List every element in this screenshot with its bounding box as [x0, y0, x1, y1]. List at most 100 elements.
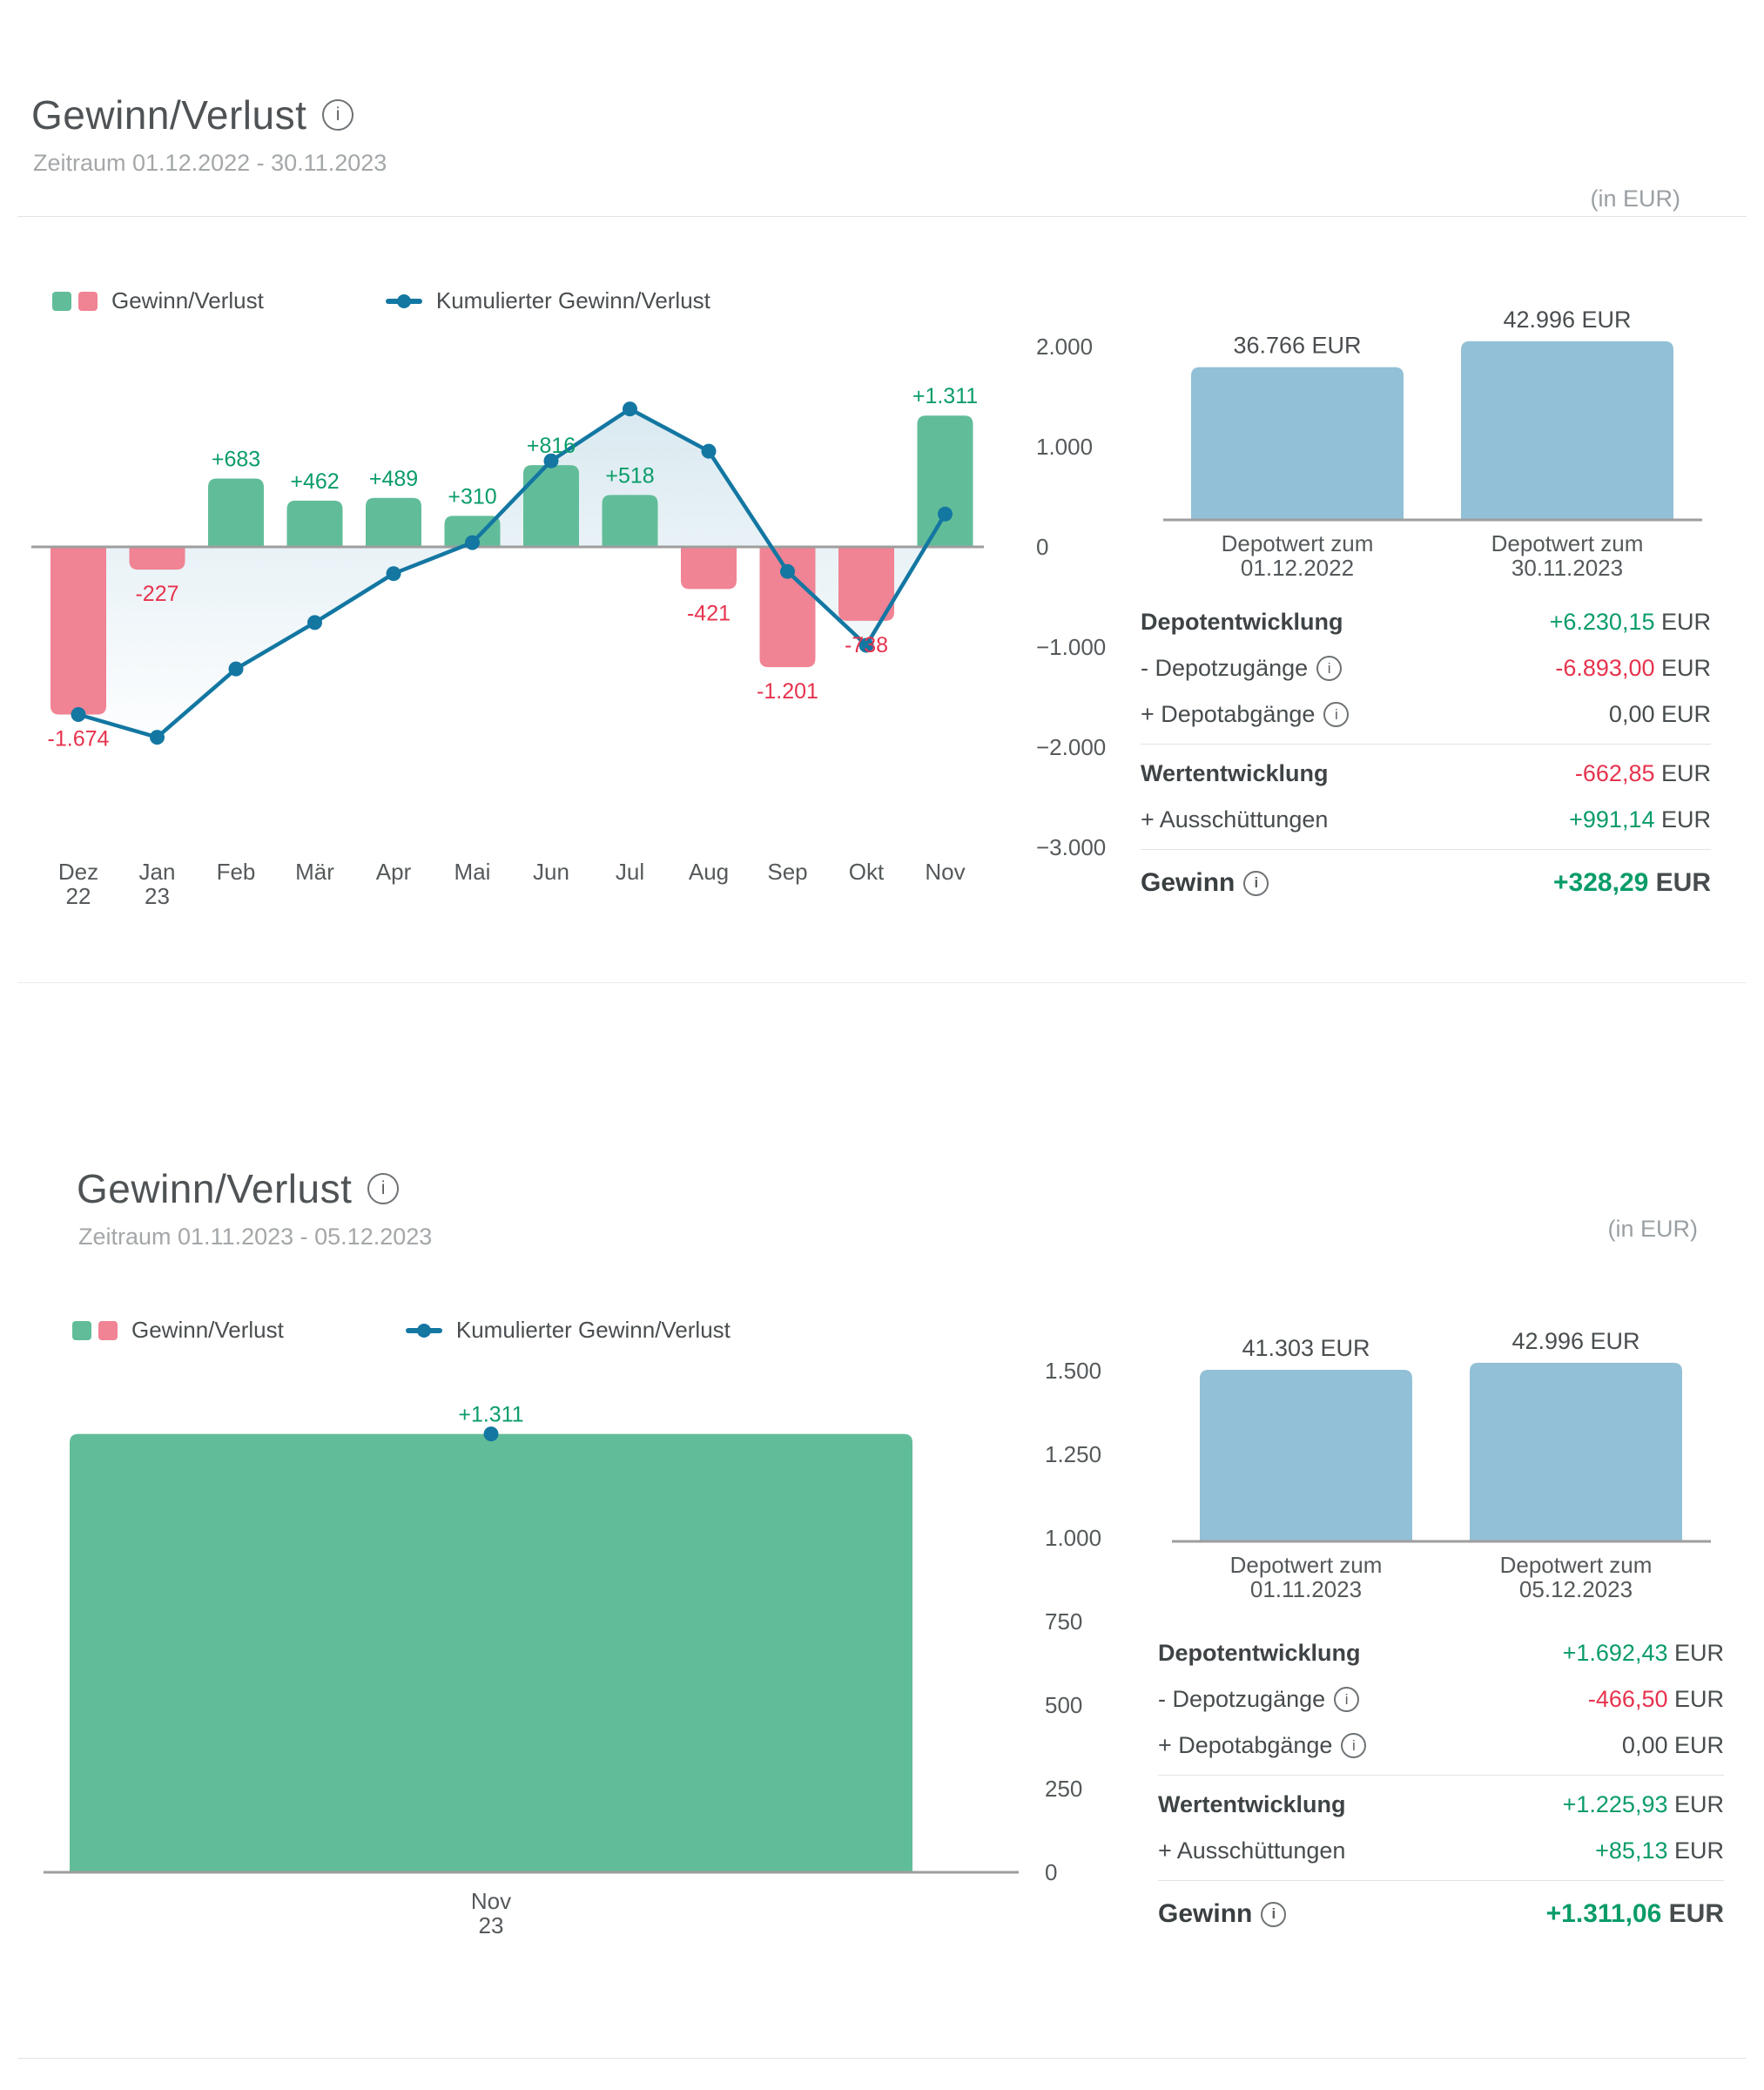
row-value-unit: EUR — [1661, 1899, 1724, 1928]
y-tick-label: −1.000 — [1036, 634, 1106, 660]
summary-table-1: Depotentwicklung +6.230,15 EUR - Depotzugä… — [1141, 599, 1711, 910]
x-tick-label: Mär — [295, 859, 334, 885]
row-label-text: + Depotabgänge — [1141, 701, 1316, 727]
bar-value-label: -1.674 — [48, 727, 110, 752]
row-value-unit: EUR — [1667, 1791, 1724, 1817]
legend-positive-swatch — [52, 291, 71, 311]
row-value-unit: EUR — [1654, 655, 1711, 681]
bar-value-label: +518 — [605, 463, 654, 488]
table-row-depotentwicklung: Depotentwicklung +6.230,15 EUR — [1141, 599, 1711, 645]
cumulative-point-aug[interactable] — [701, 443, 717, 459]
row-value-unit: EUR — [1667, 1837, 1724, 1864]
bar-okt[interactable] — [838, 547, 894, 621]
table-row-wertentwicklung: Wertentwicklung -662,85 EUR — [1141, 751, 1711, 797]
table-row-gewinn: Gewinn i +328,29 EUR — [1141, 856, 1711, 910]
row-value: 0,00 EUR — [1609, 701, 1711, 728]
x-tick-label: Nov — [925, 859, 965, 885]
cumulative-point-jul[interactable] — [623, 401, 637, 417]
cumulative-point-jun[interactable] — [543, 453, 559, 469]
info-icon[interactable]: i — [1323, 702, 1350, 727]
info-icon[interactable]: i — [1316, 656, 1343, 681]
x-tick-label: Jun — [533, 859, 569, 885]
x-tick-label-year: 22 — [66, 883, 91, 909]
row-value-unit: EUR — [1654, 806, 1711, 833]
info-icon[interactable]: i — [1334, 1687, 1360, 1712]
row-value-number: +1.692,43 — [1562, 1640, 1668, 1666]
info-icon[interactable]: i — [1261, 1901, 1287, 1927]
row-value-number: +1.311,06 — [1545, 1899, 1662, 1928]
bar-value-label: +1.311 — [912, 384, 978, 408]
section-divider — [17, 982, 1747, 983]
bar-nov-23[interactable] — [70, 1433, 912, 1872]
row-label: Depotentwicklung — [1141, 609, 1343, 636]
row-value: -466,50 EUR — [1588, 1686, 1724, 1713]
cumulative-point-sep[interactable] — [780, 563, 795, 579]
header-divider — [17, 216, 1747, 217]
cumulative-point-mai[interactable] — [465, 535, 480, 550]
bar-value-label: -738 — [845, 633, 888, 657]
bar-sep[interactable] — [759, 547, 816, 668]
row-label: - Depotzugänge i — [1158, 1686, 1360, 1713]
cumulative-point-apr[interactable] — [386, 566, 401, 582]
row-value-number: 0,00 — [1608, 701, 1655, 727]
bar-value-label: +683 — [212, 448, 260, 472]
depot-bar-1 — [1191, 367, 1404, 520]
bar-nov[interactable] — [917, 415, 973, 547]
x-tick-label: Mai — [454, 859, 491, 885]
bar-jan-23[interactable] — [129, 547, 185, 570]
cumulative-point-okt[interactable] — [858, 637, 874, 653]
info-icon[interactable]: i — [1341, 1733, 1367, 1758]
row-label-text: - Depotzugänge — [1158, 1686, 1326, 1712]
profit-loss-chart-2022-2023[interactable]: -1.674 -227 +683 +462 +489 +310 +816 +518 -421 -1… — [0, 287, 1132, 932]
depot-bar-caption-date: 01.12.2022 — [1241, 555, 1354, 581]
legend-line-label: Kumulierter Gewinn/Verlust — [455, 1317, 731, 1343]
bar-m-r[interactable] — [286, 500, 343, 547]
unit-note-2: (in EUR) — [1607, 1216, 1698, 1242]
row-value-unit: EUR — [1654, 701, 1711, 727]
bar-value-label: -1.201 — [757, 679, 818, 704]
row-label-text: Gewinn — [1158, 1899, 1253, 1928]
bar-jul[interactable] — [602, 495, 658, 547]
info-icon[interactable]: i — [367, 1173, 400, 1204]
bar-feb[interactable] — [208, 478, 264, 547]
table-divider — [1158, 1775, 1724, 1776]
row-value-unit: EUR — [1667, 1686, 1724, 1712]
cumulative-line[interactable] — [77, 407, 947, 739]
row-label-text: + Depotabgänge — [1158, 1732, 1333, 1758]
bar-mai[interactable] — [444, 516, 501, 547]
cumulative-point-m-r[interactable] — [307, 615, 322, 630]
depot-bar-value: 36.766 EUR — [1233, 333, 1361, 359]
row-label: Gewinn i — [1158, 1899, 1287, 1929]
cumulative-point-nov[interactable] — [938, 506, 953, 522]
table-divider — [1158, 1880, 1724, 1881]
row-label-text: + Ausschüttungen — [1158, 1837, 1346, 1864]
bar-apr[interactable] — [366, 497, 421, 547]
cumulative-point-feb[interactable] — [228, 661, 244, 677]
bar-dez-22[interactable] — [50, 547, 106, 715]
x-tick-label: Nov — [471, 1888, 511, 1914]
section2-title: Gewinn/Verlust i — [77, 1165, 400, 1212]
cumulative-point-nov-23[interactable] — [483, 1426, 499, 1442]
x-tick-label: Feb — [217, 859, 256, 885]
row-value: -662,85 EUR — [1575, 760, 1711, 787]
row-label: + Ausschüttungen — [1158, 1837, 1345, 1864]
cumulative-point-jan-23[interactable] — [150, 730, 165, 745]
bar-jun[interactable] — [523, 465, 579, 547]
y-tick-label: 500 — [1045, 1692, 1082, 1718]
row-value-number: -6.893,00 — [1555, 655, 1655, 681]
row-label-text: Gewinn — [1141, 868, 1235, 897]
table-divider — [1141, 744, 1711, 745]
info-icon[interactable]: i — [1243, 870, 1269, 896]
bar-aug[interactable] — [681, 547, 737, 590]
legend-line-marker — [385, 298, 422, 304]
row-value-unit: EUR — [1667, 1640, 1724, 1666]
cumulative-point-dez-22[interactable] — [71, 707, 86, 722]
info-icon[interactable]: i — [322, 99, 354, 131]
legend-line-marker — [405, 1327, 442, 1333]
row-value-unit: EUR — [1654, 609, 1711, 635]
x-tick-label-year: 23 — [145, 883, 170, 909]
